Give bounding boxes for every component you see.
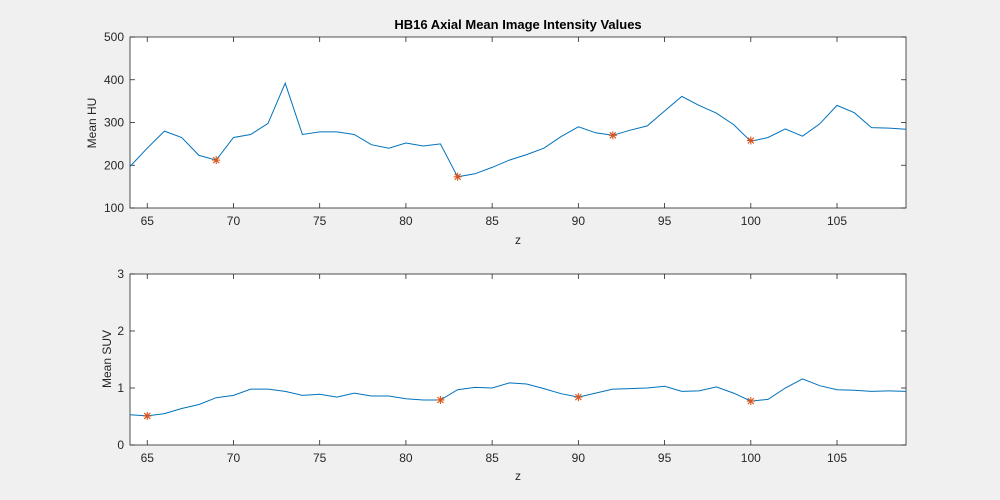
star-marker: [608, 131, 617, 140]
x-tick-label: 85: [485, 451, 499, 465]
star-marker: [143, 411, 152, 420]
y-tick-label: 300: [104, 116, 124, 130]
y-axis-label-mean-suv: Mean SUV: [100, 330, 114, 388]
series-line: [130, 81, 906, 178]
star-marker: [453, 172, 462, 181]
x-tick-label: 70: [227, 451, 241, 465]
chart-title: HB16 Axial Mean Image Intensity Values: [394, 17, 641, 32]
y-tick-label: 100: [104, 201, 124, 215]
x-tick-label: 85: [485, 214, 499, 228]
star-marker: [746, 397, 755, 406]
x-tick-label: 80: [399, 451, 413, 465]
x-tick-label: 105: [827, 214, 847, 228]
x-tick-label: 100: [741, 451, 761, 465]
star-marker: [746, 136, 755, 145]
x-tick-label: 65: [141, 451, 155, 465]
y-tick-label: 3: [117, 267, 124, 281]
y-tick-label: 500: [104, 30, 124, 44]
x-tick-label: 95: [658, 214, 672, 228]
x-tick-label: 105: [827, 451, 847, 465]
x-tick-label: 75: [313, 214, 327, 228]
y-tick-label: 2: [117, 324, 124, 338]
x-tick-label: 95: [658, 451, 672, 465]
plot-area: [129, 36, 907, 209]
x-axis-label-top: z: [515, 233, 521, 247]
axes-mean-suv: Mean SUV z 65 70 75 80 85 90 95 100 105 0 1 2 3: [100, 267, 907, 483]
x-tick-label: 100: [741, 214, 761, 228]
y-tick-label: 200: [104, 158, 124, 172]
y-tick-label: 1: [117, 381, 124, 395]
series-line: [130, 378, 906, 417]
star-marker: [574, 393, 583, 402]
x-tick-label: 70: [227, 214, 241, 228]
x-tick-label: 90: [572, 451, 586, 465]
x-axis-label-bottom: z: [515, 469, 521, 483]
y-tick-label: 400: [104, 73, 124, 87]
x-tick-label: 90: [572, 214, 586, 228]
y-axis-label-mean-hu: Mean HU: [85, 98, 99, 149]
x-tick-label: 80: [399, 214, 413, 228]
axes-mean-hu: Mean HU z 65 70 75 80 85 90 95 100 105 100 200 300 4…: [85, 30, 907, 247]
x-tick-label: 65: [141, 214, 155, 228]
y-tick-label: 0: [117, 438, 124, 452]
star-marker: [436, 395, 445, 404]
star-marker: [212, 156, 221, 165]
plot-area: [129, 273, 907, 446]
x-tick-label: 75: [313, 451, 327, 465]
